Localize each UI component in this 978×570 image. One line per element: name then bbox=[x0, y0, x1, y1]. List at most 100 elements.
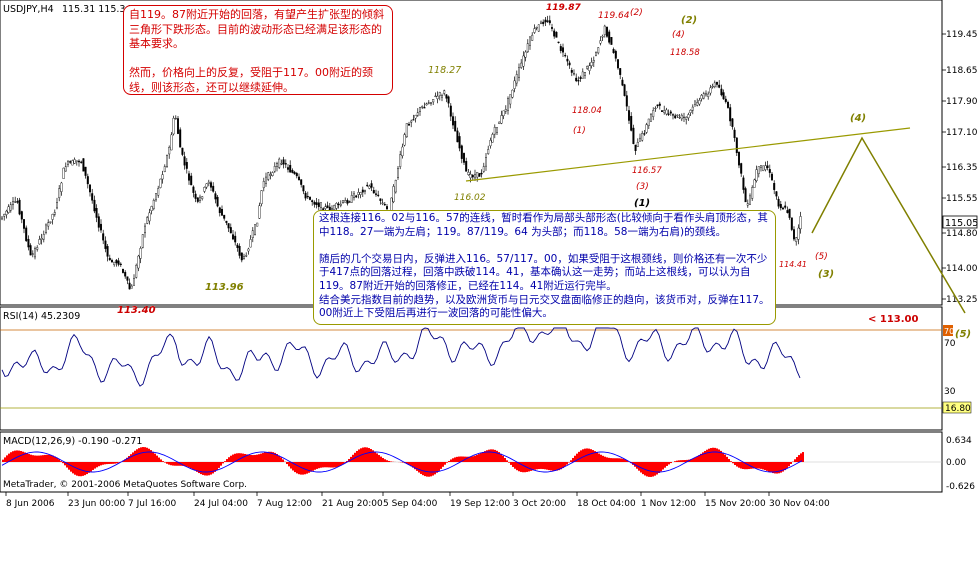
annotation-note-bottom[interactable]: 这根连接116。02与116。57的连线，暂时看作为局部头部形态(比较倾向于看作… bbox=[313, 210, 776, 325]
candle-body bbox=[50, 222, 52, 223]
macd-bar bbox=[424, 462, 426, 476]
candle-body bbox=[476, 172, 478, 177]
candle-body bbox=[705, 93, 707, 95]
candle-body bbox=[672, 115, 674, 116]
candle-body bbox=[210, 183, 212, 188]
candle-body bbox=[14, 202, 16, 203]
macd-bar bbox=[128, 456, 130, 462]
candle-body bbox=[179, 130, 181, 148]
macd-bar bbox=[604, 457, 606, 462]
annotation-note-top[interactable]: 自119。87附近开始的回落，有望产生扩张型的倾斜三角形下跌形态。目前的波动形态… bbox=[123, 5, 393, 95]
candle-body bbox=[600, 41, 602, 44]
macd-bar bbox=[314, 462, 316, 470]
macd-bar bbox=[332, 462, 334, 468]
candle-body bbox=[173, 118, 175, 134]
candle-body bbox=[375, 194, 377, 195]
candle-body bbox=[140, 248, 142, 258]
candle-body bbox=[171, 135, 173, 150]
macd-bar bbox=[798, 455, 800, 462]
candle-body bbox=[410, 121, 412, 122]
candle-body bbox=[800, 216, 802, 228]
candle-body bbox=[153, 200, 155, 208]
candle-body bbox=[270, 174, 272, 175]
macd-bar bbox=[712, 448, 714, 462]
candle-body bbox=[611, 37, 613, 44]
macd-bar bbox=[36, 456, 38, 462]
candle-body bbox=[485, 158, 487, 167]
candle-body bbox=[285, 163, 287, 164]
rsi-overbought-marker: 70 bbox=[944, 327, 954, 336]
candle-body bbox=[252, 231, 254, 238]
candle-body bbox=[507, 99, 509, 110]
candle-body bbox=[377, 195, 379, 196]
macd-bar bbox=[492, 449, 494, 462]
macd-bar bbox=[310, 462, 312, 472]
candle-body bbox=[573, 73, 575, 74]
wave-label: (3) bbox=[818, 269, 834, 280]
candle-body bbox=[217, 197, 219, 206]
macd-bar bbox=[190, 462, 192, 468]
candle-body bbox=[69, 161, 71, 162]
macd-bar bbox=[550, 462, 552, 470]
candle-body bbox=[184, 157, 186, 166]
macd-bar bbox=[504, 458, 506, 462]
candle-body bbox=[199, 197, 201, 200]
macd-bar bbox=[704, 451, 706, 462]
candle-body bbox=[325, 207, 327, 209]
candle-body bbox=[424, 107, 426, 108]
candle-body bbox=[61, 183, 63, 192]
candle-body bbox=[501, 115, 503, 123]
macd-bar bbox=[450, 459, 452, 462]
macd-bar bbox=[534, 462, 536, 470]
candle-body bbox=[668, 114, 670, 115]
candle-body bbox=[408, 124, 410, 125]
macd-bar bbox=[742, 462, 744, 469]
candle-body bbox=[591, 62, 593, 66]
candle-body bbox=[776, 192, 778, 197]
time-axis-label: 8 Jun 2006 bbox=[6, 499, 55, 509]
macd-bar bbox=[732, 462, 734, 463]
macd-bar bbox=[764, 462, 766, 470]
macd-bar bbox=[478, 454, 480, 462]
macd-bar bbox=[746, 462, 748, 469]
candle-body bbox=[366, 185, 368, 186]
wave-label: (2) bbox=[630, 8, 643, 18]
macd-bar bbox=[232, 455, 234, 462]
macd-bar bbox=[724, 455, 726, 462]
macd-bar bbox=[670, 462, 672, 463]
macd-bar bbox=[330, 462, 332, 468]
candle-body bbox=[771, 174, 773, 180]
macd-bar bbox=[328, 462, 330, 467]
macd-bar bbox=[472, 456, 474, 462]
macd-bar bbox=[316, 462, 318, 469]
candle-body bbox=[529, 37, 531, 46]
rsi-panel[interactable] bbox=[0, 307, 942, 430]
candle-body bbox=[721, 89, 723, 95]
macd-bar bbox=[376, 453, 378, 462]
candle-body bbox=[443, 91, 445, 94]
candle-body bbox=[215, 194, 217, 199]
candle-body bbox=[644, 134, 646, 135]
candle-body bbox=[259, 206, 261, 219]
candle-body bbox=[474, 175, 476, 178]
candle-body bbox=[492, 134, 494, 142]
candle-body bbox=[34, 249, 36, 257]
macd-bar bbox=[650, 462, 652, 477]
candle-body bbox=[426, 104, 428, 105]
candle-body bbox=[149, 213, 151, 221]
macd-bar bbox=[580, 450, 582, 462]
candle-body bbox=[562, 48, 564, 53]
macd-bar bbox=[416, 462, 418, 471]
macd-bar bbox=[38, 456, 40, 462]
candle-body bbox=[450, 106, 452, 116]
macd-bar bbox=[620, 458, 622, 462]
wave-label: 113.96 bbox=[205, 282, 244, 293]
macd-bar bbox=[440, 462, 442, 469]
macd-bar bbox=[322, 462, 324, 467]
candle-body bbox=[468, 172, 470, 174]
candle-body bbox=[243, 256, 245, 258]
price-axis-label: 116.35 bbox=[946, 163, 978, 173]
wave-label: (2) bbox=[681, 15, 697, 26]
wave-label: (5) bbox=[815, 252, 828, 262]
